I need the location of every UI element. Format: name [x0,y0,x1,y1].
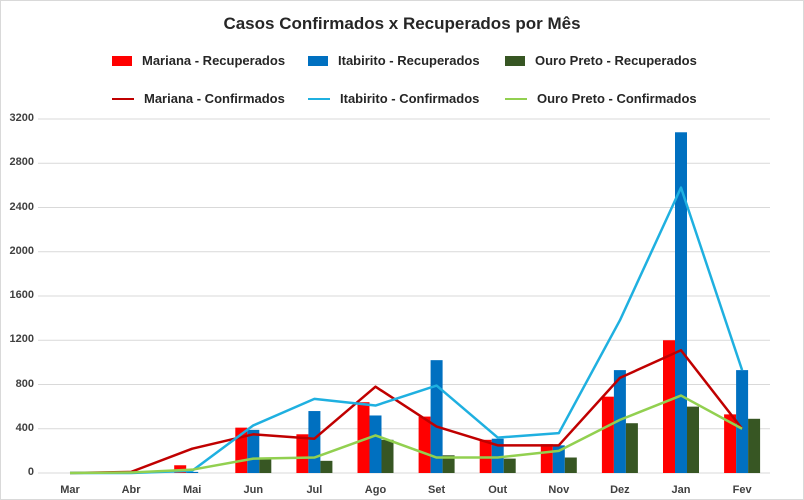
y-tick-label: 2400 [9,200,34,213]
legend-itabirito-recuperados: Itabirito - Recuperados [308,53,480,68]
legend-line-icon [112,97,134,100]
legend-label: Itabirito - Confirmados [340,91,480,106]
y-tick-label: 0 [27,466,34,478]
x-tick-label: Abr [121,484,141,496]
legend-mariana-confirmados: Mariana - Confirmados [112,91,285,106]
bar [687,406,699,473]
bar [259,458,272,473]
bar [491,438,504,473]
y-tick-label: 2000 [9,244,34,257]
y-tick-label: 2800 [9,156,34,169]
legend-label: Mariana - Recuperados [142,53,286,68]
legend-itabirito-confirmados: Itabirito - Confirmados [308,91,479,106]
bar [308,411,321,473]
bar [357,402,370,473]
bar [613,370,626,473]
x-tick-label: Jul [306,484,323,496]
y-tick-label: 1200 [9,333,34,346]
series-line [69,348,744,475]
bar [418,416,431,473]
legend-swatch-icon [505,55,525,66]
bar [675,132,687,473]
bar [724,414,737,473]
x-tick-label: Fev [732,484,752,496]
x-tick-label: Mai [183,484,202,496]
bar [247,429,260,473]
x-tick-label: Set [428,484,446,496]
legend-label: Mariana - Confirmados [144,91,285,106]
bar [540,444,553,473]
x-tick-label: Ago [364,484,387,496]
y-tick-label: 1600 [9,289,34,301]
x-tick-label: Jan [671,484,691,496]
bar [748,418,761,473]
x-tick-label: Out [488,484,508,496]
bar [564,457,577,473]
bar [381,439,394,473]
series-line [69,394,743,475]
x-tick-label: Jun [243,484,264,496]
legend-line-icon [308,97,330,100]
bar [601,396,614,473]
bar [503,458,516,473]
legend-swatch-icon [112,55,132,66]
legend-swatch-icon [308,55,328,66]
y-tick-label: 3200 [9,112,34,124]
y-tick-label: 400 [15,421,34,434]
bar [320,460,333,473]
bar [663,340,675,473]
legend-mariana-recuperados: Mariana - Recuperados [112,53,285,68]
legend-label: Ouro Preto - Confirmados [537,91,697,106]
x-tick-label: Mar [60,484,80,496]
bar [736,370,749,473]
bar [442,455,455,473]
legend-ouropreto-confirmados: Ouro Preto - Confirmados [505,91,697,106]
legend-label: Ouro Preto - Recuperados [535,53,697,68]
bar [186,471,199,473]
y-tick-label: 800 [15,377,34,390]
series-line [70,186,744,475]
legend-ouropreto-recuperados: Ouro Preto - Recuperados [505,53,697,68]
x-tick-label: Nov [548,484,570,496]
legend-line-icon [505,97,527,100]
bar [369,415,382,473]
bar [625,423,638,473]
bar [296,434,309,473]
chart-title: Casos Confirmados x Recuperados por Mês [223,14,581,33]
legend-label: Itabirito - Recuperados [338,53,480,68]
x-tick-label: Dez [610,484,630,496]
